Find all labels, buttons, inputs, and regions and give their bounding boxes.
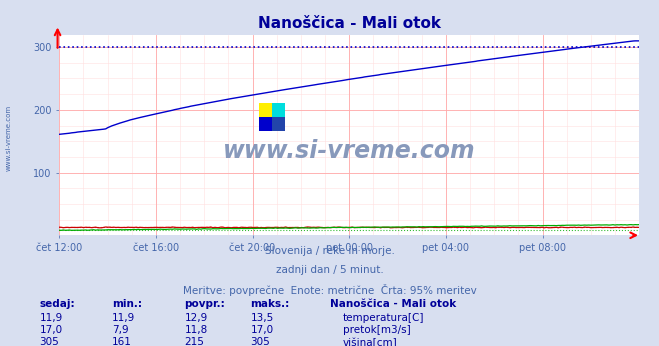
Text: 305: 305 [40, 337, 59, 346]
Text: 7,9: 7,9 [112, 325, 129, 335]
Text: maks.:: maks.: [250, 299, 290, 309]
Text: zadnji dan / 5 minut.: zadnji dan / 5 minut. [275, 265, 384, 275]
Text: www.si-vreme.com: www.si-vreme.com [5, 105, 12, 172]
Text: Meritve: povprečne  Enote: metrične  Črta: 95% meritev: Meritve: povprečne Enote: metrične Črta:… [183, 284, 476, 296]
Text: povpr.:: povpr.: [185, 299, 225, 309]
Text: 305: 305 [250, 337, 270, 346]
Bar [260, 103, 272, 117]
Text: višina[cm]: višina[cm] [343, 337, 397, 346]
Text: 17,0: 17,0 [250, 325, 273, 335]
Bar [260, 117, 272, 131]
Text: Slovenija / reke in morje.: Slovenija / reke in morje. [264, 246, 395, 256]
Text: www.si-vreme.com: www.si-vreme.com [223, 139, 476, 163]
Title: Nanoščica - Mali otok: Nanoščica - Mali otok [258, 16, 441, 31]
Text: 11,9: 11,9 [112, 313, 135, 323]
Text: pretok[m3/s]: pretok[m3/s] [343, 325, 411, 335]
Text: sedaj:: sedaj: [40, 299, 75, 309]
Text: min.:: min.: [112, 299, 142, 309]
Bar [272, 117, 285, 131]
Text: 161: 161 [112, 337, 132, 346]
Text: Nanoščica - Mali otok: Nanoščica - Mali otok [330, 299, 456, 309]
Text: 12,9: 12,9 [185, 313, 208, 323]
Text: 11,8: 11,8 [185, 325, 208, 335]
Text: 17,0: 17,0 [40, 325, 63, 335]
Text: 11,9: 11,9 [40, 313, 63, 323]
Text: 215: 215 [185, 337, 204, 346]
Text: 13,5: 13,5 [250, 313, 273, 323]
Bar [272, 103, 285, 117]
Text: temperatura[C]: temperatura[C] [343, 313, 424, 323]
